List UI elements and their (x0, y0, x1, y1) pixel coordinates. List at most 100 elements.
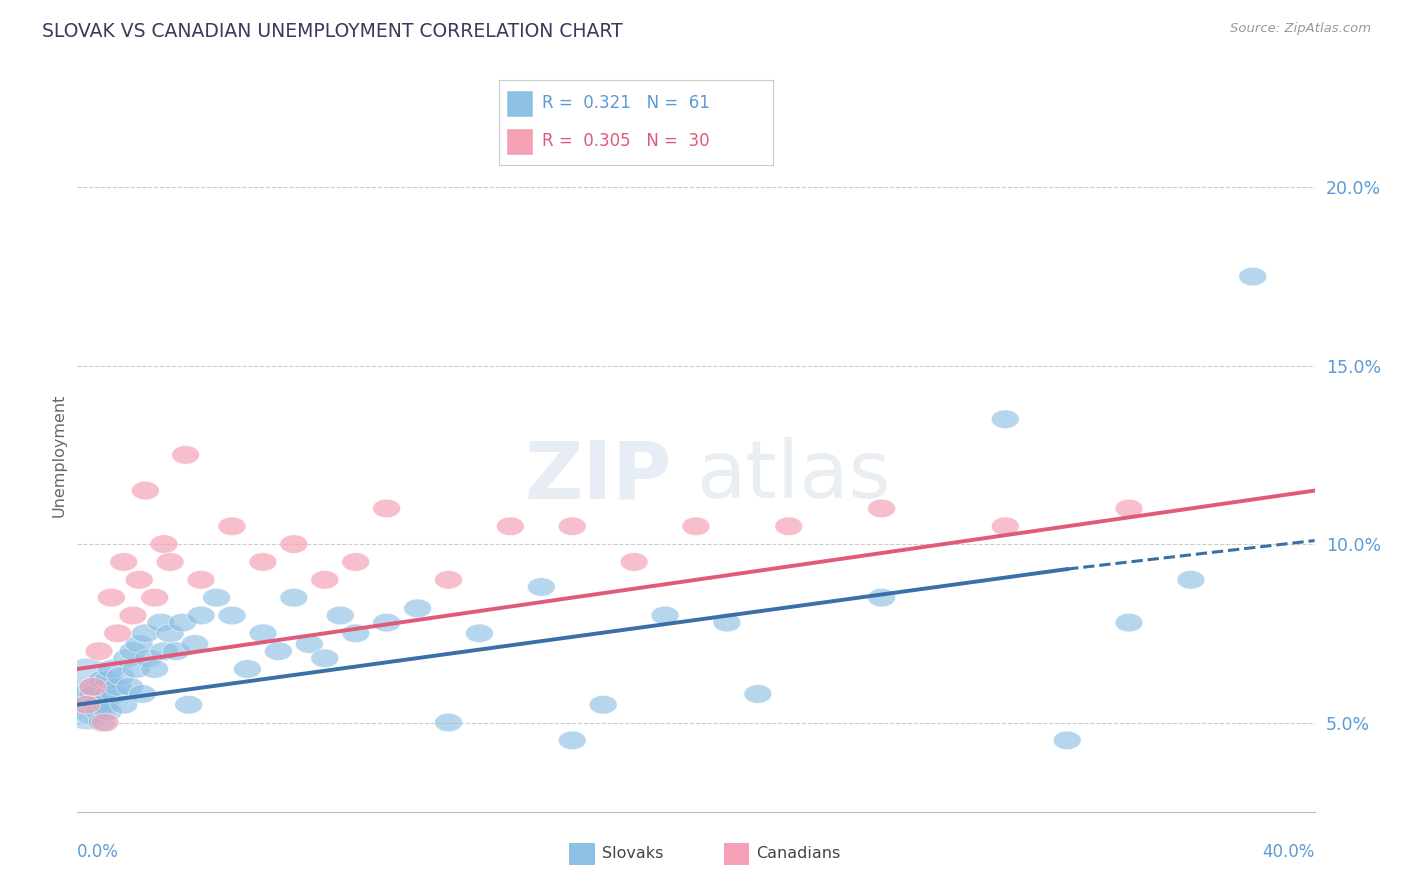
Text: 0.0%: 0.0% (77, 843, 120, 861)
Ellipse shape (1053, 731, 1081, 749)
Ellipse shape (91, 714, 120, 731)
Ellipse shape (1239, 268, 1267, 285)
Ellipse shape (465, 624, 494, 642)
Ellipse shape (150, 535, 179, 553)
Ellipse shape (115, 678, 143, 696)
Ellipse shape (174, 696, 202, 714)
Text: R =  0.305   N =  30: R = 0.305 N = 30 (541, 132, 709, 150)
Ellipse shape (434, 714, 463, 731)
Ellipse shape (264, 642, 292, 660)
Ellipse shape (148, 614, 174, 632)
Text: Slovaks: Slovaks (602, 847, 664, 861)
Ellipse shape (775, 517, 803, 535)
Ellipse shape (132, 482, 159, 500)
Ellipse shape (79, 678, 107, 696)
Ellipse shape (202, 589, 231, 607)
Ellipse shape (91, 696, 120, 714)
Ellipse shape (187, 607, 215, 624)
Ellipse shape (97, 660, 125, 678)
Ellipse shape (110, 696, 138, 714)
Ellipse shape (141, 589, 169, 607)
Ellipse shape (112, 649, 141, 667)
Ellipse shape (125, 635, 153, 653)
Ellipse shape (76, 706, 104, 724)
Ellipse shape (404, 599, 432, 617)
Ellipse shape (73, 696, 101, 714)
Ellipse shape (373, 614, 401, 632)
Ellipse shape (70, 685, 97, 703)
Text: ZIP: ZIP (524, 437, 671, 516)
Ellipse shape (373, 500, 401, 517)
Text: R =  0.321   N =  61: R = 0.321 N = 61 (541, 95, 710, 112)
Ellipse shape (682, 517, 710, 535)
Ellipse shape (89, 671, 115, 689)
Ellipse shape (558, 731, 586, 749)
Ellipse shape (280, 535, 308, 553)
Ellipse shape (94, 671, 122, 689)
Ellipse shape (620, 553, 648, 571)
Bar (506, 128, 533, 155)
Ellipse shape (141, 660, 169, 678)
Ellipse shape (434, 571, 463, 589)
Ellipse shape (991, 410, 1019, 428)
Ellipse shape (163, 642, 190, 660)
Ellipse shape (744, 685, 772, 703)
Ellipse shape (1177, 571, 1205, 589)
Ellipse shape (868, 500, 896, 517)
Ellipse shape (868, 589, 896, 607)
Ellipse shape (73, 696, 101, 714)
Ellipse shape (589, 696, 617, 714)
Ellipse shape (342, 624, 370, 642)
Ellipse shape (97, 589, 125, 607)
Ellipse shape (233, 660, 262, 678)
Ellipse shape (169, 614, 197, 632)
Text: Source: ZipAtlas.com: Source: ZipAtlas.com (1230, 22, 1371, 36)
Ellipse shape (120, 642, 148, 660)
Text: 40.0%: 40.0% (1263, 843, 1315, 861)
Ellipse shape (94, 685, 122, 703)
Ellipse shape (1115, 614, 1143, 632)
Y-axis label: Unemployment: Unemployment (51, 393, 66, 516)
Ellipse shape (172, 446, 200, 464)
Bar (506, 89, 533, 117)
Ellipse shape (218, 517, 246, 535)
Ellipse shape (311, 571, 339, 589)
Ellipse shape (107, 667, 135, 685)
Text: SLOVAK VS CANADIAN UNEMPLOYMENT CORRELATION CHART: SLOVAK VS CANADIAN UNEMPLOYMENT CORRELAT… (42, 22, 623, 41)
Ellipse shape (82, 696, 110, 714)
Ellipse shape (128, 685, 156, 703)
Ellipse shape (249, 624, 277, 642)
Ellipse shape (79, 685, 107, 703)
Ellipse shape (86, 642, 112, 660)
Ellipse shape (125, 571, 153, 589)
Ellipse shape (150, 642, 179, 660)
Ellipse shape (101, 685, 128, 703)
Ellipse shape (651, 607, 679, 624)
Ellipse shape (79, 678, 107, 696)
Ellipse shape (249, 553, 277, 571)
Ellipse shape (132, 624, 159, 642)
Text: Canadians: Canadians (756, 847, 841, 861)
Ellipse shape (991, 517, 1019, 535)
Ellipse shape (496, 517, 524, 535)
Ellipse shape (527, 578, 555, 596)
Ellipse shape (1115, 500, 1143, 517)
Ellipse shape (311, 649, 339, 667)
Ellipse shape (218, 607, 246, 624)
Ellipse shape (86, 703, 112, 721)
Ellipse shape (110, 553, 138, 571)
Ellipse shape (156, 624, 184, 642)
Ellipse shape (280, 589, 308, 607)
Ellipse shape (104, 678, 132, 696)
Text: atlas: atlas (696, 437, 890, 516)
Ellipse shape (713, 614, 741, 632)
Ellipse shape (122, 660, 150, 678)
Ellipse shape (342, 553, 370, 571)
Ellipse shape (187, 571, 215, 589)
Ellipse shape (104, 624, 132, 642)
Ellipse shape (94, 703, 122, 721)
Ellipse shape (181, 635, 209, 653)
Ellipse shape (156, 553, 184, 571)
Ellipse shape (120, 607, 148, 624)
Ellipse shape (135, 649, 163, 667)
